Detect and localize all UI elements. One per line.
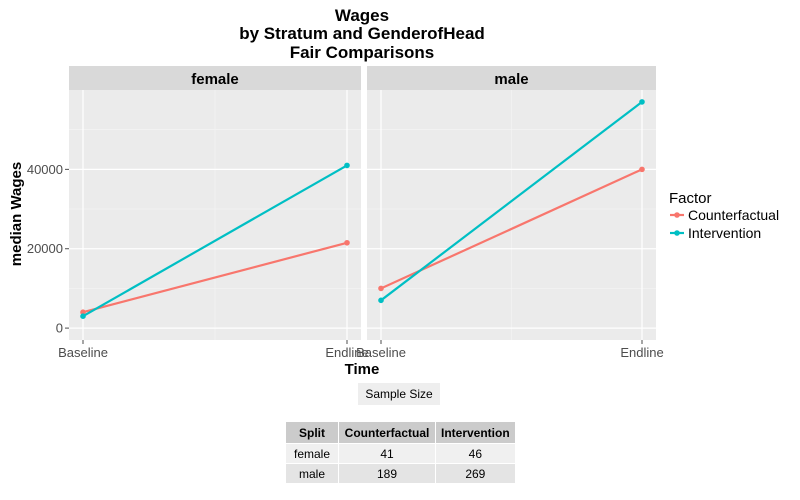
column-header-intervention: Intervention bbox=[435, 421, 516, 444]
data-point-intervention bbox=[378, 297, 384, 304]
sample-size-caption: Sample Size bbox=[358, 383, 440, 405]
legend-title: Factor bbox=[669, 190, 712, 207]
facet-strip-label: female bbox=[191, 71, 239, 88]
chart-title-line-1: Wages bbox=[335, 6, 389, 25]
column-header-counterfactual: Counterfactual bbox=[338, 421, 436, 444]
table-cell: 46 bbox=[435, 443, 516, 464]
x-tick-label: Baseline bbox=[58, 345, 108, 360]
y-axis: 0 20000 40000 bbox=[27, 162, 69, 336]
chart-title-line-2: by Stratum and GenderofHead bbox=[239, 24, 485, 43]
data-point-intervention bbox=[344, 162, 350, 169]
table-cell: 269 bbox=[435, 463, 516, 484]
legend-label-intervention: Intervention bbox=[688, 225, 761, 241]
facet-panel-female: female bbox=[69, 66, 361, 340]
sample-size-table: Split Counterfactual Intervention female… bbox=[285, 421, 516, 484]
table-row: male 189 269 bbox=[285, 463, 516, 484]
series-line-counterfactual bbox=[82, 241, 348, 314]
data-point-intervention bbox=[639, 99, 645, 105]
data-point-counterfactual bbox=[344, 239, 350, 246]
y-axis-title: median Wages bbox=[8, 162, 25, 266]
x-axis-title: Time bbox=[345, 361, 380, 378]
legend: Factor Counterfactual Intervention bbox=[669, 190, 779, 241]
y-tick-label: 40000 bbox=[27, 162, 63, 177]
data-point-intervention bbox=[80, 313, 86, 319]
x-tick-label: Baseline bbox=[356, 345, 406, 360]
facet-panel-male: male bbox=[367, 66, 656, 340]
y-tick-label: 0 bbox=[56, 321, 63, 336]
facet-strip-label: male bbox=[494, 71, 528, 88]
legend-key-point-intervention bbox=[674, 230, 680, 236]
legend-label-counterfactual: Counterfactual bbox=[688, 207, 779, 223]
table-cell: 189 bbox=[338, 463, 436, 484]
y-tick-label: 20000 bbox=[27, 241, 63, 256]
table-cell: male bbox=[285, 463, 339, 484]
chart-title-line-3: Fair Comparisons bbox=[290, 43, 435, 62]
series-line-intervention bbox=[82, 164, 348, 318]
table-header-row: Split Counterfactual Intervention bbox=[285, 421, 516, 444]
facet-panels: female male bbox=[69, 66, 656, 340]
x-tick-label: Endline bbox=[325, 345, 368, 360]
facet-strip bbox=[69, 66, 361, 90]
table-cell: 41 bbox=[338, 443, 436, 464]
facet-strip bbox=[367, 66, 656, 90]
x-tick-label: Endline bbox=[620, 345, 663, 360]
table-row: female 41 46 bbox=[285, 443, 516, 464]
table-cell: female bbox=[285, 443, 339, 464]
legend-key-point-counterfactual bbox=[674, 212, 680, 218]
data-point-counterfactual bbox=[80, 309, 86, 316]
data-point-counterfactual bbox=[378, 285, 384, 292]
column-header-split: Split bbox=[285, 421, 339, 444]
chart-title-group: Wages by Stratum and GenderofHead Fair C… bbox=[239, 6, 485, 62]
data-point-counterfactual bbox=[639, 166, 645, 173]
series-line-intervention bbox=[380, 101, 643, 302]
